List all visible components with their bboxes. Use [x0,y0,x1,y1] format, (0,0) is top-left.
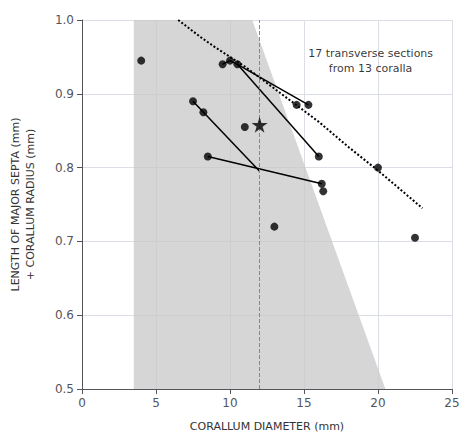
svg-text:CORALLUM DIAMETER (mm): CORALLUM DIAMETER (mm) [190,420,344,433]
svg-text:0: 0 [78,396,86,410]
svg-text:0.9: 0.9 [55,87,74,101]
svg-text:+ CORALLUM RADIUS (mm): + CORALLUM RADIUS (mm) [24,129,37,281]
svg-text:25: 25 [444,396,459,410]
svg-text:10: 10 [222,396,237,410]
svg-text:0.7: 0.7 [55,234,74,248]
svg-text:15: 15 [296,396,311,410]
svg-text:0.5: 0.5 [55,382,74,396]
svg-text:5: 5 [152,396,160,410]
svg-text:from 13 coralla: from 13 coralla [329,62,412,75]
svg-text:LENGTH OF MAJOR SEPTA (mm): LENGTH OF MAJOR SEPTA (mm) [9,118,22,292]
svg-text:17 transverse sections: 17 transverse sections [308,47,433,60]
svg-text:0.6: 0.6 [55,308,74,322]
svg-text:1.0: 1.0 [55,13,74,27]
svg-text:20: 20 [370,396,385,410]
svg-text:0.8: 0.8 [55,161,74,175]
